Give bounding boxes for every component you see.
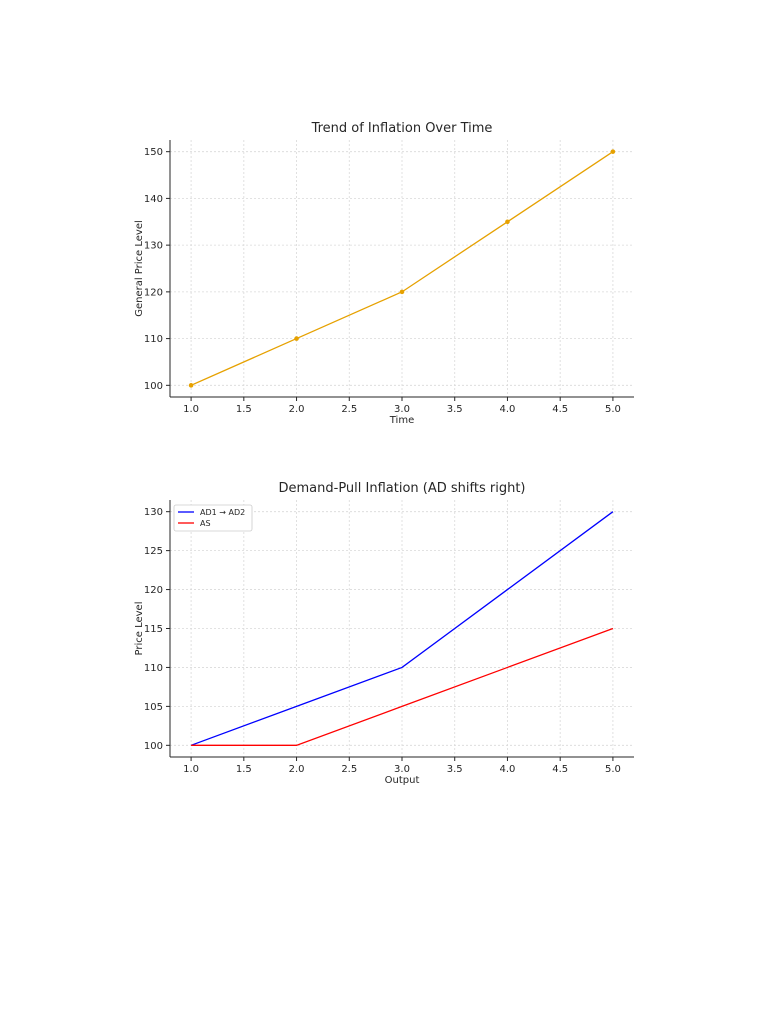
x-tick-label: 2.0 [289, 404, 305, 415]
inflation-trend-chart: Trend of Inflation Over Time 1.0 1.5 2.0 2.5… [0, 110, 768, 430]
y-tick-label: 130 [144, 507, 163, 518]
y-axis-label: General Price Level [134, 220, 145, 317]
demand-pull-chart: Demand-Pull Inflation (AD shifts right) 1… [0, 470, 768, 790]
y-tick-label: 120 [144, 287, 163, 298]
y-tick-label: 130 [144, 241, 163, 252]
chart-title: Demand-Pull Inflation (AD shifts right) [279, 481, 526, 496]
x-tick-label: 5.0 [605, 764, 621, 775]
y-tick-label: 150 [144, 147, 163, 158]
x-tick-label: 4.0 [500, 404, 516, 415]
y-tick-label: 110 [144, 334, 163, 345]
x-tick-label: 2.5 [341, 764, 357, 775]
data-point [399, 289, 405, 295]
x-tick-label: 3.5 [447, 764, 463, 775]
y-tick-label: 110 [144, 663, 163, 674]
y-tick-label: 100 [144, 741, 163, 752]
y-tick-label: 120 [144, 585, 163, 596]
y-tick-label: 140 [144, 194, 163, 205]
y-tick-label: 115 [144, 624, 163, 635]
demand-pull-chart-svg: Demand-Pull Inflation (AD shifts right) 1… [134, 481, 634, 786]
legend-entry: AS [200, 519, 211, 528]
legend-entry: AD1 → AD2 [200, 508, 245, 517]
x-tick-label: 4.5 [552, 764, 568, 775]
x-tick-label: 1.0 [183, 404, 199, 415]
x-tick-label: 1.5 [236, 404, 252, 415]
chart-title: Trend of Inflation Over Time [311, 121, 493, 136]
x-tick-label: 4.5 [552, 404, 568, 415]
x-tick-label: 3.0 [394, 404, 410, 415]
x-tick-label: 1.0 [183, 764, 199, 775]
x-tick-label: 3.5 [447, 404, 463, 415]
y-tick-label: 100 [144, 381, 163, 392]
x-tick-label: 1.5 [236, 764, 252, 775]
x-tick-label: 2.0 [289, 764, 305, 775]
data-point [294, 336, 299, 341]
series-line-0 [190, 511, 614, 746]
x-tick-label: 5.0 [605, 404, 621, 415]
data-point [188, 383, 194, 388]
data-point [505, 219, 510, 225]
x-tick-label: 4.0 [500, 764, 516, 775]
y-axis-label: Price Level [134, 602, 145, 656]
y-tick-label: 105 [144, 702, 163, 713]
x-axis-label: Time [389, 415, 414, 426]
inflation-trend-chart-svg: Trend of Inflation Over Time 1.0 1.5 2.0 2.5… [134, 121, 634, 426]
x-tick-label: 3.0 [394, 764, 410, 775]
x-tick-label: 2.5 [341, 404, 357, 415]
data-point [610, 149, 616, 154]
y-tick-label: 125 [144, 546, 163, 557]
x-axis-label: Output [385, 775, 420, 786]
series-line-1 [191, 627, 614, 746]
